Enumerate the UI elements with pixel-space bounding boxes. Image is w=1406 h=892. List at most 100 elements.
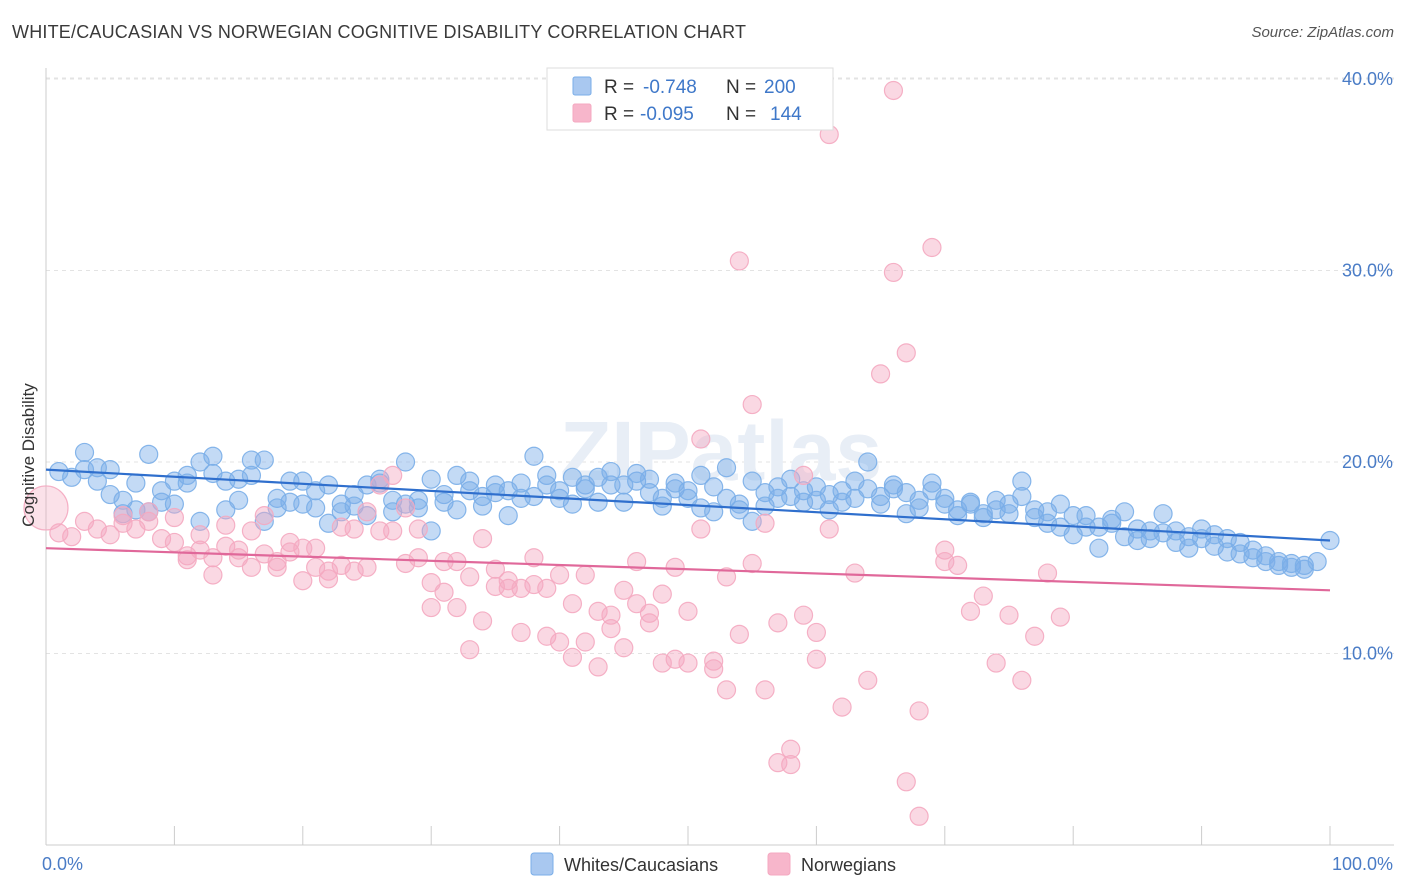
point-norwegians — [524, 548, 544, 568]
point-norwegians — [858, 670, 878, 690]
point-norwegians — [434, 582, 454, 602]
point-norwegians — [383, 521, 403, 541]
point-norwegians — [408, 548, 428, 568]
trend-line-whites — [45, 468, 1331, 542]
point-norwegians — [691, 429, 711, 449]
point-whites — [935, 488, 955, 508]
point-whites — [601, 461, 621, 482]
point-norwegians — [793, 465, 814, 486]
bottom-legend-label-norwegians: Norwegians — [801, 855, 896, 875]
point-whites — [1153, 504, 1173, 524]
point-norwegians — [909, 806, 929, 826]
point-whites — [524, 446, 544, 466]
point-norwegians — [627, 551, 647, 572]
point-norwegians — [1050, 607, 1070, 627]
series-whites-points — [49, 442, 1340, 579]
point-norwegians — [588, 657, 608, 677]
point-whites — [447, 500, 467, 520]
point-norwegians — [575, 632, 595, 652]
point-norwegians — [742, 394, 762, 415]
point-norwegians — [203, 565, 223, 585]
point-norwegians — [935, 551, 955, 572]
point-whites — [1076, 506, 1096, 526]
point-norwegians — [216, 515, 236, 535]
legend-n-label: N = — [726, 104, 756, 125]
point-norwegians — [306, 557, 326, 577]
point-norwegians — [254, 506, 274, 526]
point-whites — [74, 442, 95, 463]
point-whites — [716, 458, 737, 478]
point-whites — [832, 492, 852, 512]
point-whites — [100, 460, 120, 480]
point-whites — [1179, 538, 1199, 558]
point-norwegians — [537, 578, 557, 598]
bottom-legend-swatch-norwegians — [767, 852, 791, 876]
point-norwegians — [511, 622, 531, 643]
y-tick-label: 40.0% — [1342, 69, 1393, 89]
point-norwegians — [704, 659, 724, 679]
point-norwegians — [678, 653, 698, 673]
point-norwegians — [113, 506, 133, 526]
point-whites — [177, 465, 197, 486]
legend-n-label: N = — [726, 77, 756, 98]
point-norwegians — [164, 532, 184, 553]
point-norwegians — [922, 237, 942, 258]
point-norwegians — [883, 262, 904, 283]
point-whites — [344, 484, 364, 505]
legend-r-label: R = — [604, 77, 634, 98]
point-whites — [704, 477, 724, 497]
point-whites — [588, 492, 608, 512]
bottom-legend-swatch-whites — [530, 852, 554, 876]
point-norwegians — [704, 651, 724, 671]
point-whites — [1294, 555, 1314, 576]
x-tick-label: 100.0% — [1332, 854, 1393, 874]
point-norwegians — [562, 594, 583, 614]
point-whites — [922, 473, 942, 493]
point-norwegians — [100, 525, 120, 545]
bottom-legend: Whites/Caucasians Norwegians — [530, 852, 896, 876]
legend: R = -0.748 N = 200 R = -0.095 N = 144 — [546, 67, 834, 131]
point-norwegians — [267, 557, 287, 577]
x-tick-labels: 0.0% 100.0% — [42, 854, 1393, 874]
point-norwegians — [318, 569, 339, 589]
point-norwegians — [370, 475, 390, 495]
y-axis-label: Cognitive Disability — [19, 383, 38, 527]
point-norwegians — [472, 528, 493, 549]
point-whites — [793, 481, 814, 501]
point-norwegians — [973, 586, 993, 606]
point-norwegians — [357, 557, 377, 577]
point-whites — [729, 500, 749, 520]
point-whites — [216, 500, 236, 520]
point-whites — [1230, 544, 1250, 564]
point-norwegians — [729, 624, 749, 644]
point-norwegians — [549, 632, 570, 652]
point-norwegians — [306, 538, 326, 558]
point-whites — [472, 496, 493, 516]
point-norwegians — [1037, 563, 1058, 583]
point-norwegians — [241, 521, 262, 541]
point-norwegians — [870, 364, 891, 384]
point-norwegians — [472, 611, 493, 631]
point-norwegians — [742, 553, 762, 574]
point-whites — [870, 494, 891, 514]
trend-line-norwegians — [45, 547, 1331, 592]
point-whites — [126, 473, 146, 493]
point-norwegians — [755, 513, 775, 533]
point-whites — [113, 490, 133, 510]
point-norwegians — [62, 527, 82, 547]
point-norwegians — [1025, 626, 1045, 646]
point-whites — [691, 465, 711, 486]
point-norwegians — [691, 519, 711, 539]
point-norwegians — [729, 251, 749, 271]
x-tick-label: 0.0% — [42, 854, 83, 874]
point-norwegians — [781, 739, 801, 759]
legend-swatch-whites — [572, 76, 592, 96]
point-norwegians — [793, 605, 814, 625]
point-whites — [1012, 471, 1032, 491]
point-whites — [511, 473, 531, 493]
point-norwegians — [190, 525, 210, 545]
point-norwegians — [241, 557, 262, 577]
point-norwegians — [485, 559, 505, 579]
y-tick-label: 10.0% — [1342, 644, 1393, 664]
point-norwegians — [652, 653, 672, 673]
